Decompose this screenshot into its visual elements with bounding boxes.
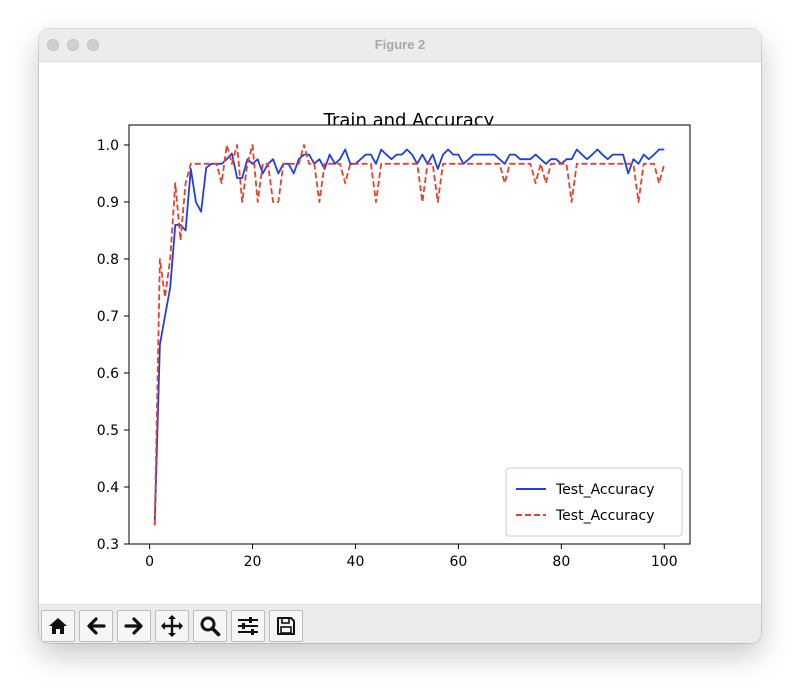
magnifier-icon [200,616,221,637]
figure-window: Figure 2 Train and Accuracy 0 20 40 60 80 100… [39,29,761,643]
title-bar[interactable]: Figure 2 [39,29,761,62]
zoom-button[interactable] [193,610,227,642]
home-icon [49,618,67,634]
series-line-2 [153,144,666,526]
pan-button[interactable] [155,610,189,642]
forward-button[interactable] [117,610,151,642]
x-tick-label: 60 [449,554,467,570]
y-tick-label: 0.6 [97,366,119,382]
window-title: Figure 2 [374,37,426,52]
arrow-left-icon [87,617,106,635]
back-button[interactable] [79,610,113,642]
y-tick-label: 0.3 [97,537,119,553]
home-button[interactable] [41,610,75,642]
y-tick-label: 1.0 [97,138,119,154]
x-tick-label: 0 [145,554,154,570]
zoom-window-button[interactable] [87,39,99,51]
x-tick-label: 20 [244,554,262,570]
floppy-disk-icon [277,617,295,635]
configure-subplots-button[interactable] [231,610,265,642]
legend-label: Test_Accuracy [555,482,655,498]
y-tick-label: 0.7 [97,309,119,325]
series-line-1 [153,148,665,526]
legend-box [505,467,683,537]
move-icon [161,615,183,637]
arrow-right-icon [124,617,143,635]
x-tick-label: 40 [347,554,365,570]
x-tick-label: 80 [552,554,570,570]
sliders-icon [238,617,258,635]
y-tick-label: 0.8 [97,252,119,268]
x-tick-label: 100 [651,554,678,570]
y-tick-label: 0.9 [97,195,119,211]
y-tick-label: 0.4 [97,480,119,496]
line-chart: Train and Accuracy 0 20 40 60 80 1000.30.40.5… [97,110,691,570]
close-window-button[interactable] [47,39,59,51]
y-tick-label: 0.5 [97,423,119,439]
save-button[interactable] [269,610,303,642]
legend-label: Test_Accuracy [555,508,655,524]
navigation-toolbar [39,604,761,643]
figure-canvas[interactable]: Train and Accuracy 0 20 40 60 80 100 0.3 0.4 0.5… [39,62,761,604]
minimize-window-button[interactable] [67,39,79,51]
